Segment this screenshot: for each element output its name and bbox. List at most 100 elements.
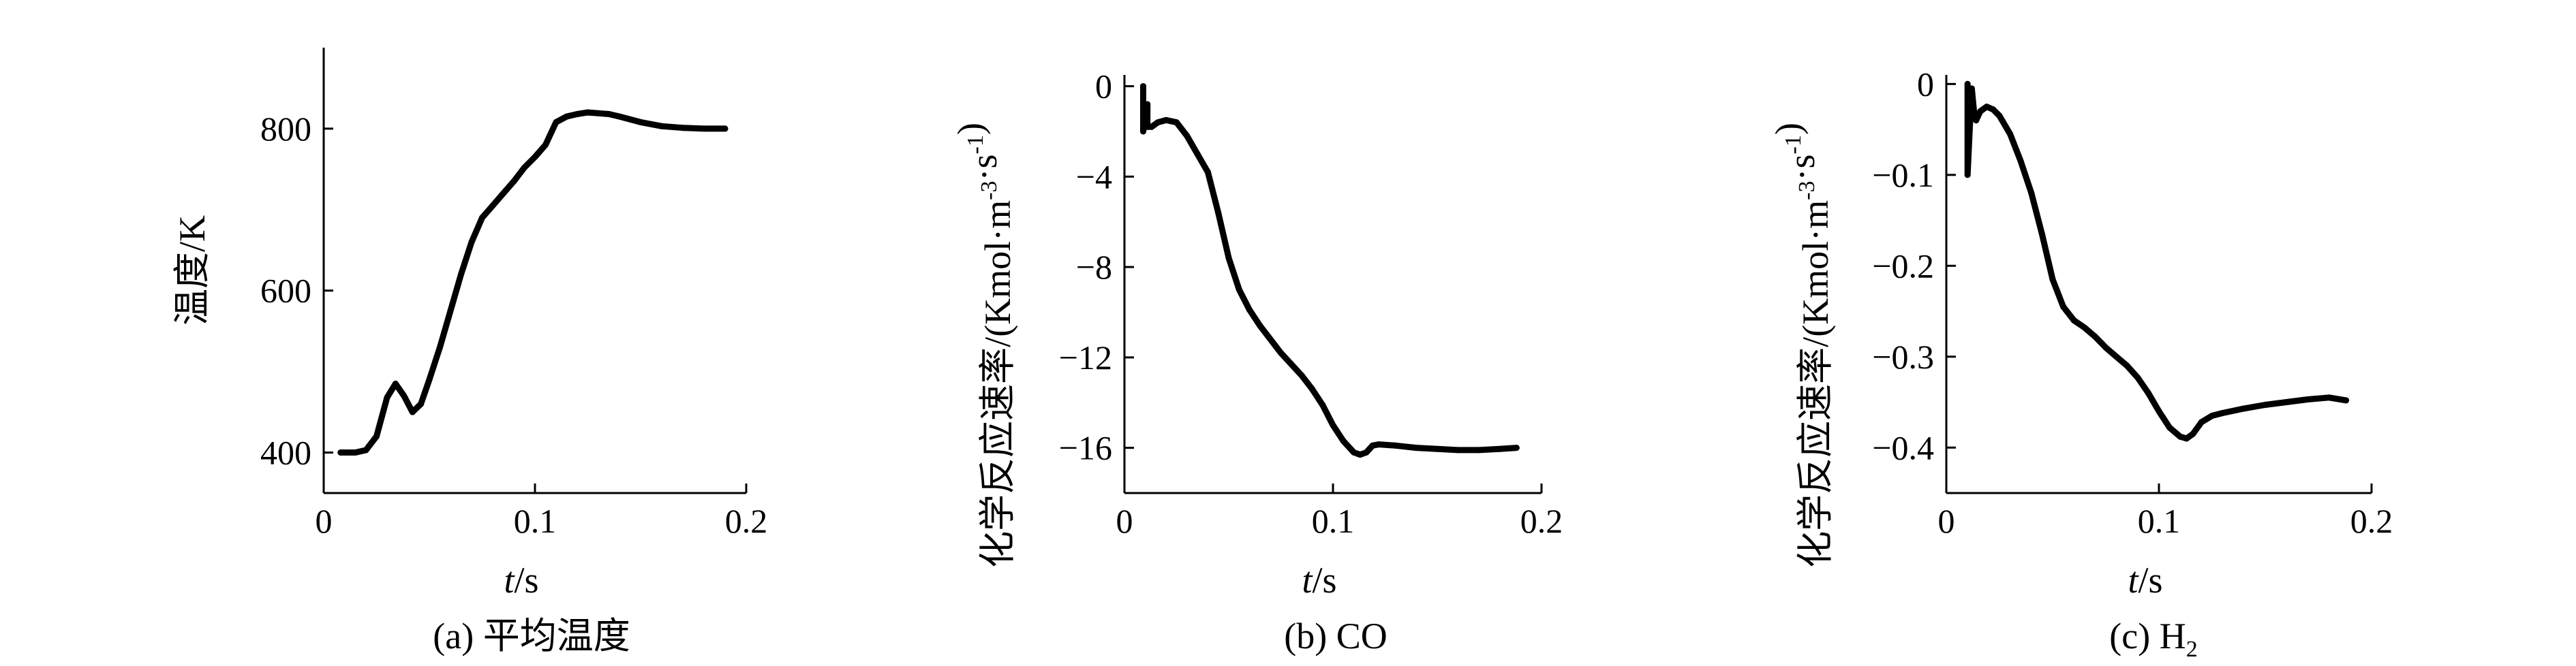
chart-caption: (b) CO [1284,616,1387,656]
data-point [1163,116,1169,123]
data-point [2017,158,2024,165]
data-point [2283,399,2290,405]
data-point [2183,435,2190,442]
chart-caption: (c) H2 [2109,616,2197,662]
data-point [521,164,527,171]
data-point [701,125,707,132]
data-point [1369,442,1376,449]
data-point [2113,353,2120,360]
data-point [1184,133,1191,140]
data-point [2134,375,2141,381]
data-point [574,111,581,117]
data-point [1964,172,1971,178]
chart-caption-text: (c) H [2109,616,2186,656]
data-point [1513,445,1520,451]
data-point [1215,210,1222,216]
data-point [384,394,390,401]
x-tick-label: 0.2 [725,502,768,540]
data-point [2156,408,2162,415]
data-point [1267,336,1274,343]
chart-caption-text: (b) CO [1284,616,1387,656]
data-point [363,447,369,454]
y-tick-label: −0.4 [1872,428,1934,466]
data-point [1246,306,1253,313]
y-axis-label-sup-2: -1 [1781,135,1806,154]
chart-caption: (a) 平均温度 [433,616,630,656]
chart-panel-1: 0 0.1 0.2 400 600 800 t/s 温度/K (a) 平均温度 [172,48,767,656]
data-point [1973,117,1980,124]
y-axis-label: 温度/K [172,215,213,326]
y-axis-label-end: ) [950,123,991,135]
x-tick-label: 0.2 [2350,502,2393,540]
data-point [1996,112,2003,119]
data-point [1194,150,1201,157]
data-point [418,400,425,407]
data-point [2241,405,2248,412]
data-point [2123,362,2130,369]
y-tick-label: 800 [260,110,311,148]
data-point [532,154,538,160]
data-point [2049,276,2056,283]
x-axis-label-unit: /s [2138,560,2162,601]
data-point [2304,396,2311,402]
data-point [1298,372,1305,379]
data-point [447,308,454,314]
data-point [1340,438,1347,445]
data-point [1351,449,1358,456]
data-point [553,118,559,125]
data-point [2190,430,2196,437]
data-point [1154,119,1161,126]
data-point [1225,255,1232,261]
data-point [500,190,506,197]
y-axis-label-main: 化学反应速率/(Kmol·m [977,200,1018,568]
y-tick-label: 600 [260,272,311,310]
x-tick-label: 0.1 [514,502,557,540]
y-axis-label-sup-2: -1 [963,135,988,154]
x-axis-label: t/s [1302,560,1336,601]
data-point [2028,190,2035,196]
data-point [1475,447,1482,454]
y-axis-label: 化学反应速率/(Kmol·m-3·s-1) [1768,123,1836,568]
data-point [1204,169,1211,176]
data-point [1174,119,1180,126]
y-axis-label-mid: ·s [1781,155,1822,181]
data-point [679,125,686,131]
x-axis-label-unit: /s [1312,560,1336,601]
data-point [2343,397,2350,404]
y-tick-label: −12 [1059,338,1112,377]
data-point [1148,123,1155,130]
data-point [426,377,433,383]
data-point [458,271,464,278]
data-point [2091,333,2098,340]
data-point [2070,317,2077,323]
data-point [1319,402,1326,409]
data-point [2177,433,2183,440]
data-point [2198,419,2205,426]
data-point [1966,126,1973,133]
data-point [392,381,399,387]
data-point [468,238,475,245]
data-point [1330,422,1336,428]
data-point [2081,324,2088,331]
data-point [1497,445,1503,452]
data-point [1455,447,1462,454]
data-point [1257,322,1263,329]
data-point [595,110,602,116]
y-tick-label: 0 [1095,67,1112,106]
data-point [1983,104,1990,110]
data-point [352,449,358,456]
data-point [437,344,443,351]
data-point [510,178,517,185]
data-point [1288,361,1295,368]
x-axis-label-unit: /s [514,560,538,601]
data-point [2007,131,2014,138]
x-axis-label-italic: t [504,560,515,601]
data-point [489,202,496,209]
data-point [585,109,591,116]
data-point [1278,349,1284,356]
data-point [1375,441,1382,448]
chart-caption-subscript: 2 [2186,637,2198,662]
